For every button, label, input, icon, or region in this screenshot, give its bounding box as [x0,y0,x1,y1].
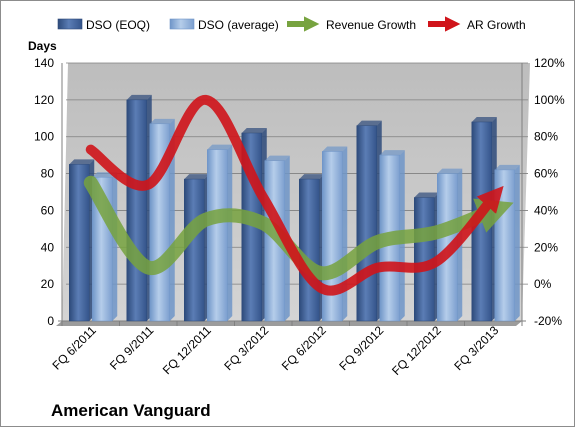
y2-tick-label: -20% [534,314,562,328]
bar-dso-average-face [207,149,228,322]
y2-tick-label: 20% [534,240,558,254]
legend-item-dso-average: DSO (average) [169,18,279,32]
bar-dso-eoq [356,120,382,322]
legend-label-revenue-growth: Revenue Growth [326,18,416,32]
y2-tick-label: 80% [534,130,558,144]
bar-dso-average-side [514,164,520,321]
bar-dso-eoq-face [356,125,377,322]
y-tick-label: 40 [41,240,55,254]
bar-dso-eoq-face [69,164,90,322]
bar-dso-eoq-top [299,174,325,180]
bar-dso-eoq-top [69,159,95,165]
y-tick-label: 140 [34,56,54,70]
y-axis-label: Days [28,39,57,53]
legend-label-ar-growth: AR Growth [467,18,526,32]
y-tick-label: 80 [41,167,55,181]
y2-tick-label: 40% [534,203,558,217]
y2-tick-label: 100% [534,93,565,107]
plot-floor [56,321,522,326]
bar-dso-average-face [494,169,515,322]
bar-dso-eoq-face [299,178,320,322]
legend: DSO (EOQ) DSO (average) Revenue Growth A… [57,16,526,32]
legend-label-dso-average: DSO (average) [198,18,279,32]
legend-item-dso-eoq: DSO (EOQ) [57,18,150,32]
x-tick-label: FQ 9/2011 [107,323,157,373]
y-tick-label: 0 [47,314,54,328]
bar-dso-average [207,144,233,322]
legend-label-dso-eoq: DSO (EOQ) [86,18,150,32]
x-tick-label: FQ 12/2012 [389,323,444,378]
bar-dso-average-top [437,168,463,174]
bar-dso-average-top [322,146,348,152]
bar-dso-average-side [342,146,348,321]
bar-dso-eoq-face [126,99,147,322]
bar-dso-average [494,164,520,322]
bar-dso-eoq-top [356,120,382,126]
growth-lines [83,94,514,296]
legend-item-ar-growth: AR Growth [428,16,526,32]
bar-dso-average-top [379,150,405,156]
x-tick-label: FQ 3/2012 [221,323,271,373]
chart-title: American Vanguard [51,401,211,420]
bar-dso-eoq [184,174,210,322]
x-tick-label: FQ 9/2012 [336,323,386,373]
y2-tick-label: 60% [534,167,558,181]
legend-item-revenue-growth: Revenue Growth [287,16,416,32]
bar-dso-average-top [264,155,290,161]
y-tick-label: 120 [34,93,54,107]
bar-dso-eoq-top [241,128,267,134]
bar-dso-eoq-top [471,116,497,122]
bar-dso-eoq-face [184,178,205,322]
legend-swatch-dso-average [169,18,195,30]
x-tick-label: FQ 3/2013 [451,323,501,373]
bar-dso-average-top [149,118,175,124]
x-tick-label: FQ 6/2011 [50,323,100,373]
bar-dso-average-side [169,118,175,321]
y2-tick-label: 120% [534,56,565,70]
bar-dso-eoq [126,94,152,322]
bar-dso-average-top [494,164,520,170]
y2-tick-label: 0% [534,277,552,291]
x-tick-label: FQ 12/2011 [160,323,214,377]
legend-swatch-dso-eoq [57,18,83,30]
bar-dso-eoq-top [126,94,152,100]
bar-dso-eoq [299,174,325,322]
y-tick-label: 60 [41,203,55,217]
bar-dso-average-side [112,172,118,321]
bar-dso-eoq-top [184,174,210,180]
y-tick-label: 20 [41,277,55,291]
bar-dso-average-top [207,144,233,150]
bar-dso-average-side [227,144,233,321]
x-tick-label: FQ 6/2012 [279,323,329,373]
y-tick-label: 100 [34,130,54,144]
line-ar-growth [85,94,504,296]
bar-dso-eoq-top [414,192,440,198]
